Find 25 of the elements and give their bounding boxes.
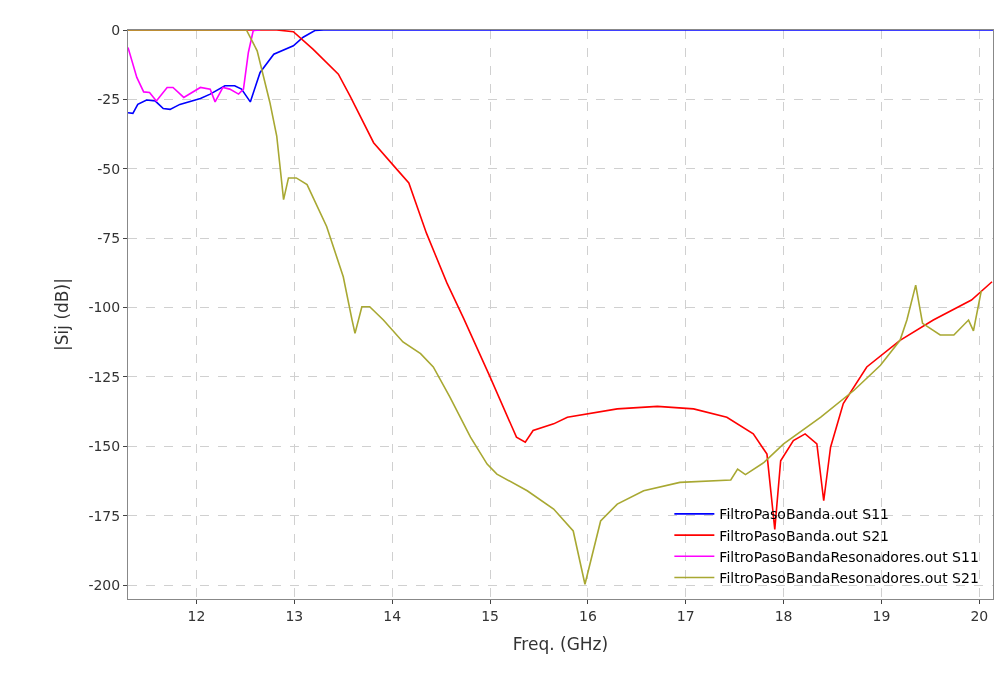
line-series xyxy=(128,30,261,103)
y-tick-label: -75 xyxy=(97,230,121,247)
y-tick-label: -150 xyxy=(88,438,121,455)
y-tick-label: 0 xyxy=(111,21,121,38)
y-tick-label: -200 xyxy=(88,577,121,594)
y-tick-label: -100 xyxy=(88,299,121,316)
x-tick-label: 19 xyxy=(872,607,891,624)
legend-label: FiltroPasoBanda.out S21 xyxy=(719,527,889,544)
x-tick-label: 15 xyxy=(481,607,499,624)
legend-label: FiltroPasoBandaResonadores.out S21 xyxy=(719,569,979,586)
x-tick-label: 17 xyxy=(676,607,695,624)
x-tick-label: 12 xyxy=(187,607,206,624)
x-tick-label: 13 xyxy=(285,607,304,624)
x-tick-label: 16 xyxy=(578,607,597,624)
y-axis-title: |Sij (dB)| xyxy=(51,278,72,351)
x-tick-label: 14 xyxy=(383,607,402,624)
y-tick-label: -25 xyxy=(97,91,121,108)
line-series xyxy=(128,30,993,115)
legend-label: FiltroPasoBandaResonadores.out S11 xyxy=(719,548,979,565)
x-tick-label: 20 xyxy=(970,607,989,624)
y-tick-label: -125 xyxy=(88,368,121,385)
y-tick-label: -175 xyxy=(88,507,121,524)
x-axis-title: Freq. (GHz) xyxy=(512,634,609,655)
x-tick-label: 18 xyxy=(774,607,793,624)
y-tick-label: -50 xyxy=(97,160,121,177)
